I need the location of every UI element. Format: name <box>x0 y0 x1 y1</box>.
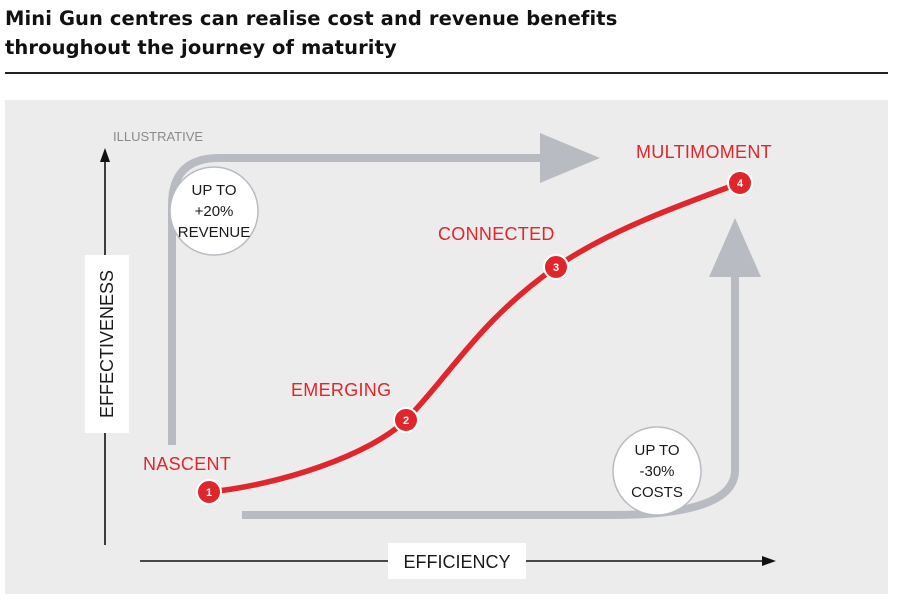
headline-divider <box>5 72 888 74</box>
stage-3-label: CONNECTED <box>438 224 555 244</box>
stage-1-number: 1 <box>206 487 212 499</box>
x-axis-label-bg <box>388 543 526 579</box>
costs-bubble: UP TO -30% COSTS <box>612 426 702 516</box>
maturity-curve <box>206 180 743 495</box>
y-axis-label-bg <box>85 255 129 433</box>
revenue-bubble: UP TO +20% REVENUE <box>169 166 259 256</box>
x-axis-label: EFFICIENCY <box>403 552 510 572</box>
stage-1-marker: 1 <box>196 479 222 505</box>
y-axis-label: EFFECTIVENESS <box>97 270 117 418</box>
revenue-bubble-line-3: REVENUE <box>178 224 251 241</box>
revenue-bubble-line-2: +20% <box>195 203 234 220</box>
headline: Mini Gun centres can realise cost and re… <box>5 4 885 62</box>
costs-bubble-line-3: COSTS <box>631 484 683 501</box>
stage-2-label: EMERGING <box>291 380 391 400</box>
stage-4-number: 4 <box>737 178 744 190</box>
illustrative-tag: ILLUSTRATIVE <box>113 129 203 144</box>
stage-4-marker: 4 <box>727 170 753 196</box>
revenue-bubble-line-1: UP TO <box>191 182 236 199</box>
stage-2-marker: 2 <box>393 407 419 433</box>
costs-arrow <box>242 218 761 519</box>
stage-3-marker: 3 <box>543 254 569 280</box>
costs-bubble-line-1: UP TO <box>634 442 679 459</box>
stage-4-label: MULTIMOMENT <box>636 142 772 162</box>
stage-3-number: 3 <box>553 262 559 274</box>
stage-1-label: NASCENT <box>143 454 231 474</box>
stage-2-number: 2 <box>403 415 409 427</box>
headline-line-1: Mini Gun centres can realise cost and re… <box>5 7 618 30</box>
headline-line-2: throughout the journey of maturity <box>5 36 397 59</box>
costs-bubble-line-2: -30% <box>639 463 674 480</box>
